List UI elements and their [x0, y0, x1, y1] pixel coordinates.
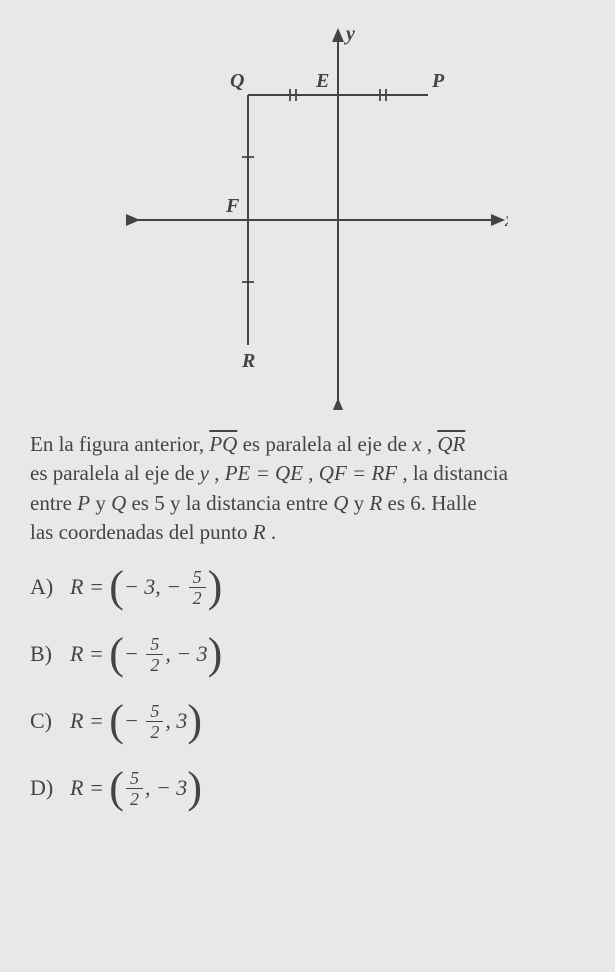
- numerator: 5: [146, 702, 163, 722]
- rparen-icon: ): [187, 703, 202, 738]
- svg-text:E: E: [315, 70, 329, 92]
- text: ,: [427, 432, 438, 456]
- var-q: Q: [111, 491, 126, 515]
- neg: − 3, −: [124, 574, 181, 600]
- fraction: 5 2: [146, 702, 163, 741]
- lparen-icon: (: [109, 770, 124, 805]
- text: y: [95, 491, 111, 515]
- text: las coordenadas del punto: [30, 520, 253, 544]
- rest: , 3: [165, 708, 187, 734]
- rparen-icon: ): [208, 636, 223, 671]
- lhs: R =: [70, 641, 104, 667]
- svg-text:x: x: [504, 209, 508, 231]
- option-c: C) R = ( − 5 2 , 3 ): [30, 702, 585, 741]
- eq-qf-rf: QF = RF: [319, 461, 397, 485]
- text: En la figura anterior,: [30, 432, 209, 456]
- var-y: y: [200, 461, 209, 485]
- text: es paralela al eje de: [30, 461, 200, 485]
- var-r2: R: [253, 520, 266, 544]
- fraction: 5 2: [189, 568, 206, 607]
- text: es paralela al eje de: [243, 432, 413, 456]
- option-math: R = ( − 5 2 , − 3 ): [70, 635, 222, 674]
- lparen-icon: (: [109, 569, 124, 604]
- var-q2: Q: [333, 491, 348, 515]
- fraction: 5 2: [126, 769, 143, 808]
- eq-pe-qe: PE = QE: [225, 461, 303, 485]
- option-label: B): [30, 641, 70, 667]
- text: , la distancia: [402, 461, 508, 485]
- var-r: R: [369, 491, 382, 515]
- denominator: 2: [189, 588, 206, 607]
- svg-text:P: P: [431, 70, 445, 92]
- lparen-icon: (: [109, 636, 124, 671]
- diagram-svg: Q E P F Rx y: [108, 20, 508, 410]
- svg-text:R: R: [241, 350, 255, 372]
- problem-statement: En la figura anterior, PQ es paralela al…: [30, 430, 585, 548]
- numerator: 5: [126, 769, 143, 789]
- option-math: R = ( 5 2 , − 3 ): [70, 769, 202, 808]
- neg: −: [124, 641, 139, 667]
- lparen-icon: (: [109, 703, 124, 738]
- geometry-diagram: Q E P F Rx y: [108, 20, 508, 410]
- svg-text:y: y: [344, 23, 355, 45]
- lhs: R =: [70, 775, 104, 801]
- numerator: 5: [189, 568, 206, 588]
- lhs: R =: [70, 574, 104, 600]
- neg: −: [124, 708, 139, 734]
- option-a: A) R = ( − 3, − 5 2 ): [30, 568, 585, 607]
- numerator: 5: [146, 635, 163, 655]
- text: es 6. Halle: [388, 491, 477, 515]
- text: es 5 y la distancia entre: [131, 491, 333, 515]
- lhs: R =: [70, 708, 104, 734]
- rest: , − 3: [165, 641, 207, 667]
- rparen-icon: ): [208, 569, 223, 604]
- answer-options: A) R = ( − 3, − 5 2 ) B) R = ( − 5 2 , −…: [30, 568, 585, 808]
- rest: , − 3: [145, 775, 187, 801]
- var-p: P: [77, 491, 90, 515]
- option-d: D) R = ( 5 2 , − 3 ): [30, 769, 585, 808]
- segment-pq: PQ: [209, 432, 237, 456]
- option-b: B) R = ( − 5 2 , − 3 ): [30, 635, 585, 674]
- rparen-icon: ): [187, 770, 202, 805]
- denominator: 2: [126, 789, 143, 808]
- option-label: D): [30, 775, 70, 801]
- svg-text:Q: Q: [230, 70, 244, 92]
- var-x: x: [412, 432, 421, 456]
- option-label: C): [30, 708, 70, 734]
- text: ,: [214, 461, 225, 485]
- segment-qr: QR: [437, 432, 465, 456]
- option-label: A): [30, 574, 70, 600]
- text: ,: [308, 461, 319, 485]
- fraction: 5 2: [146, 635, 163, 674]
- option-math: R = ( − 3, − 5 2 ): [70, 568, 222, 607]
- text: .: [271, 520, 276, 544]
- denominator: 2: [146, 722, 163, 741]
- svg-text:F: F: [225, 195, 240, 217]
- text: y: [354, 491, 370, 515]
- denominator: 2: [146, 655, 163, 674]
- text: entre: [30, 491, 77, 515]
- option-math: R = ( − 5 2 , 3 ): [70, 702, 202, 741]
